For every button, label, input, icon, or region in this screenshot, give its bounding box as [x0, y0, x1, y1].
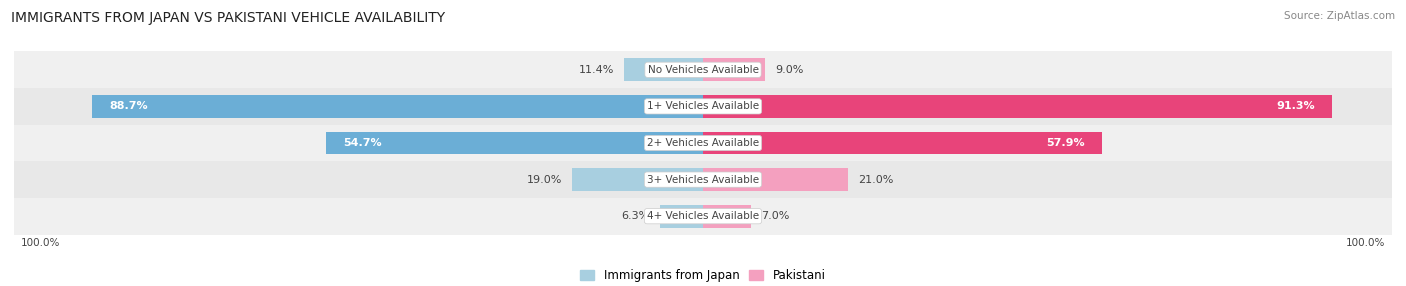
Text: 88.7%: 88.7% — [110, 102, 148, 111]
Text: 100.0%: 100.0% — [1346, 238, 1385, 248]
Bar — [572, 168, 703, 191]
Bar — [14, 51, 1392, 88]
Bar — [14, 198, 1392, 235]
Bar — [14, 161, 1392, 198]
Bar — [703, 168, 848, 191]
Text: 54.7%: 54.7% — [343, 138, 382, 148]
Text: 2+ Vehicles Available: 2+ Vehicles Available — [647, 138, 759, 148]
Text: 19.0%: 19.0% — [526, 175, 562, 184]
Text: 11.4%: 11.4% — [579, 65, 614, 75]
Text: No Vehicles Available: No Vehicles Available — [648, 65, 758, 75]
Bar — [14, 125, 1392, 161]
Bar — [91, 95, 703, 118]
Text: 21.0%: 21.0% — [858, 175, 893, 184]
Bar — [703, 95, 1331, 118]
Text: 7.0%: 7.0% — [762, 211, 790, 221]
Text: 6.3%: 6.3% — [621, 211, 650, 221]
Bar — [624, 58, 703, 81]
Bar — [659, 205, 703, 228]
Bar — [326, 132, 703, 154]
Bar — [703, 205, 751, 228]
Bar — [703, 58, 765, 81]
Text: 3+ Vehicles Available: 3+ Vehicles Available — [647, 175, 759, 184]
Text: 4+ Vehicles Available: 4+ Vehicles Available — [647, 211, 759, 221]
Text: 1+ Vehicles Available: 1+ Vehicles Available — [647, 102, 759, 111]
Text: IMMIGRANTS FROM JAPAN VS PAKISTANI VEHICLE AVAILABILITY: IMMIGRANTS FROM JAPAN VS PAKISTANI VEHIC… — [11, 11, 446, 25]
Bar — [703, 132, 1102, 154]
Text: Source: ZipAtlas.com: Source: ZipAtlas.com — [1284, 11, 1395, 21]
Text: 9.0%: 9.0% — [775, 65, 804, 75]
Text: 57.9%: 57.9% — [1046, 138, 1084, 148]
Text: 91.3%: 91.3% — [1277, 102, 1315, 111]
Legend: Immigrants from Japan, Pakistani: Immigrants from Japan, Pakistani — [575, 265, 831, 286]
Bar — [14, 88, 1392, 125]
Text: 100.0%: 100.0% — [21, 238, 60, 248]
